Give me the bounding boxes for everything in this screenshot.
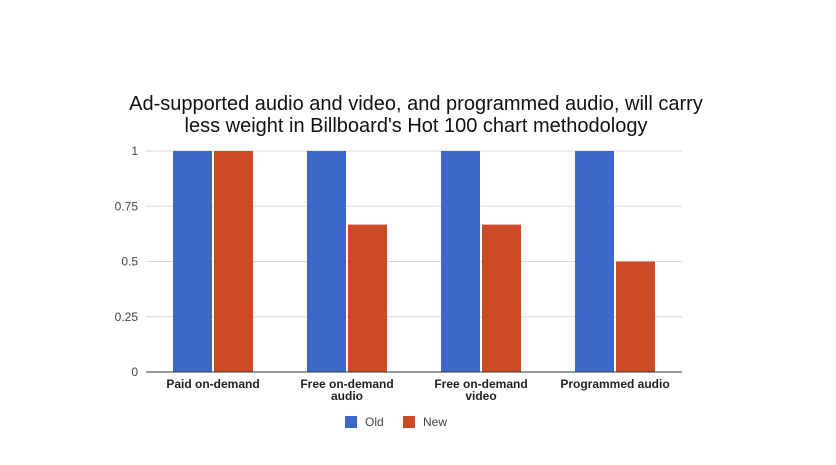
bars	[173, 151, 655, 372]
x-category-label: audio	[331, 389, 363, 403]
x-category-label: Free on-demand	[434, 377, 527, 391]
bar-new-0	[214, 151, 253, 372]
legend-swatch-old	[345, 416, 357, 428]
bar-old-2	[441, 151, 480, 372]
bar-old-0	[173, 151, 212, 372]
bar-new-3	[616, 261, 655, 372]
legend-label-old: Old	[365, 415, 384, 429]
bar-old-3	[575, 151, 614, 372]
x-category-label: Free on-demand	[300, 377, 393, 391]
y-tick-label: 0.25	[115, 310, 139, 324]
y-tick-label: 0.75	[115, 199, 139, 213]
bar-old-1	[307, 151, 346, 372]
y-tick-label: 0.5	[121, 255, 138, 269]
bar-new-2	[482, 224, 521, 372]
y-tick-label: 1	[131, 144, 138, 158]
legend-swatch-new	[403, 416, 415, 428]
chart-title-line-1: Ad-supported audio and video, and progra…	[129, 93, 703, 115]
legend-label-new: New	[423, 415, 447, 429]
chart-title-line-2: less weight in Billboard's Hot 100 chart…	[185, 115, 648, 137]
x-category-label: Programmed audio	[560, 377, 669, 391]
legend: Old New	[345, 415, 447, 429]
y-tick-label: 0	[131, 365, 138, 379]
x-category-label: Paid on-demand	[166, 377, 259, 391]
bar-new-1	[348, 224, 387, 372]
x-category-label: video	[465, 389, 496, 403]
y-axis-ticks: 0 0.25 0.5 0.75 1	[115, 144, 139, 379]
chart-title: Ad-supported audio and video, and progra…	[129, 93, 703, 137]
